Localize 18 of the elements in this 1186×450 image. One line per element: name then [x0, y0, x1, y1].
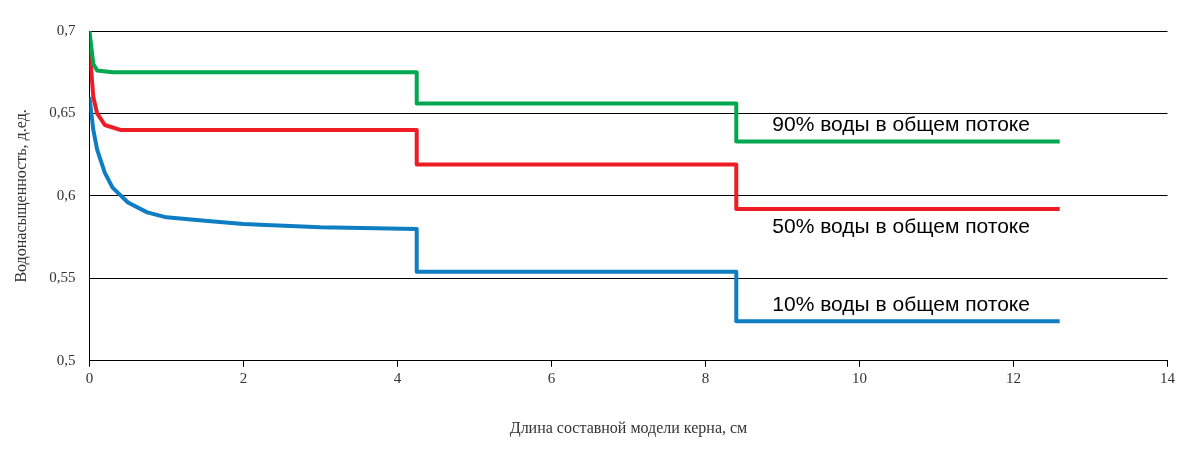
y-tick-label: 0,7	[56, 21, 76, 38]
x-tick-label: 8	[701, 369, 710, 386]
x-axis-title: Длина составной модели керна, см	[509, 418, 748, 437]
series-label: 50% воды в общем потоке	[772, 213, 1030, 237]
x-tick-label: 10	[851, 369, 867, 386]
series-label: 10% воды в общем потоке	[772, 292, 1030, 316]
x-tick-label: 2	[239, 369, 248, 386]
series-label: 90% воды в общем потоке	[772, 112, 1030, 136]
x-tick-label: 12	[1005, 369, 1021, 386]
x-tick-label: 14	[1160, 369, 1176, 386]
y-tick-label: 0,5	[56, 351, 76, 368]
y-axis-title: Водонасыщенность, д.ед.	[11, 109, 30, 283]
y-tick-label: 0,6	[56, 186, 76, 203]
y-tick-label: 0,65	[49, 104, 76, 121]
x-tick-label: 6	[547, 369, 556, 386]
x-tick-label: 4	[393, 369, 402, 386]
x-tick-label: 0	[85, 369, 94, 386]
y-tick-label: 0,55	[49, 269, 76, 286]
